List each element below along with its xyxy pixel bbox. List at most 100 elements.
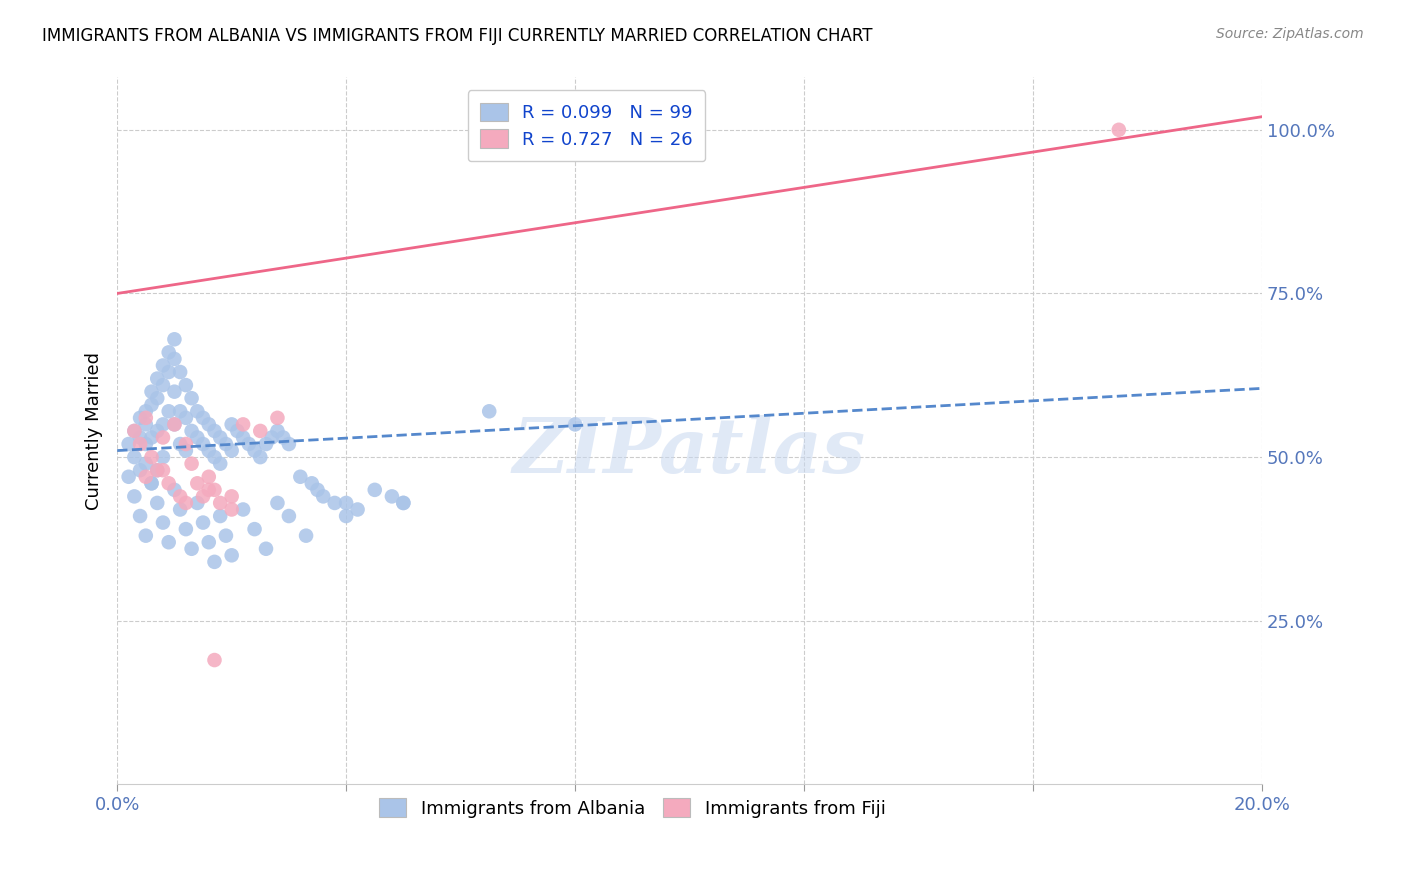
Point [204,450,226,464]
Point [266,424,288,438]
Point [215,437,238,451]
Point [152,378,174,392]
Point [392,496,415,510]
Point [180,541,202,556]
Point [152,516,174,530]
Y-axis label: Currently Married: Currently Married [86,352,103,510]
Point [157,345,180,359]
Point [243,443,266,458]
Point [157,476,180,491]
Point [135,469,157,483]
Point [117,469,139,483]
Point [124,424,146,438]
Point [174,437,197,451]
Point [232,417,254,432]
Point [135,457,157,471]
Point [221,443,243,458]
Point [191,437,214,451]
Point [209,457,232,471]
Text: Source: ZipAtlas.com: Source: ZipAtlas.com [1216,27,1364,41]
Legend: Immigrants from Albania, Immigrants from Fiji: Immigrants from Albania, Immigrants from… [373,791,893,825]
Point [146,463,169,477]
Text: ZIPatlas: ZIPatlas [513,415,866,489]
Point [141,384,163,399]
Point [346,502,368,516]
Point [129,437,152,451]
Point [152,417,174,432]
Point [232,502,254,516]
Point [243,522,266,536]
Point [124,489,146,503]
Point [135,404,157,418]
Point [174,378,197,392]
Point [204,653,226,667]
Point [1108,123,1130,137]
Point [163,384,186,399]
Point [141,476,163,491]
Text: IMMIGRANTS FROM ALBANIA VS IMMIGRANTS FROM FIJI CURRENTLY MARRIED CORRELATION CH: IMMIGRANTS FROM ALBANIA VS IMMIGRANTS FR… [42,27,873,45]
Point [266,496,288,510]
Point [174,522,197,536]
Point [238,437,260,451]
Point [117,437,139,451]
Point [146,391,169,405]
Point [141,430,163,444]
Point [163,332,186,346]
Point [197,469,219,483]
Point [180,457,202,471]
Point [169,502,191,516]
Point [197,483,219,497]
Point [204,483,226,497]
Point [169,489,191,503]
Point [232,430,254,444]
Point [191,516,214,530]
Point [209,430,232,444]
Point [169,404,191,418]
Point [221,502,243,516]
Point [129,410,152,425]
Point [335,509,357,524]
Point [141,398,163,412]
Point [157,535,180,549]
Point [186,404,208,418]
Point [197,535,219,549]
Point [335,496,357,510]
Point [129,463,152,477]
Point [249,450,271,464]
Point [221,489,243,503]
Point [323,496,346,510]
Point [478,404,501,418]
Point [186,430,208,444]
Point [271,430,294,444]
Point [180,391,202,405]
Point [204,424,226,438]
Point [254,437,277,451]
Point [221,417,243,432]
Point [260,430,283,444]
Point [141,476,163,491]
Point [129,430,152,444]
Point [180,424,202,438]
Point [157,404,180,418]
Point [307,483,329,497]
Point [146,371,169,385]
Point [174,496,197,510]
Point [169,437,191,451]
Point [163,417,186,432]
Point [163,417,186,432]
Point [191,489,214,503]
Point [135,437,157,451]
Point [174,443,197,458]
Point [129,509,152,524]
Point [186,496,208,510]
Point [209,496,232,510]
Point [381,489,404,503]
Point [146,424,169,438]
Point [290,469,312,483]
Point [186,476,208,491]
Point [197,417,219,432]
Point [266,410,288,425]
Point [209,509,232,524]
Point [564,417,586,432]
Point [215,529,238,543]
